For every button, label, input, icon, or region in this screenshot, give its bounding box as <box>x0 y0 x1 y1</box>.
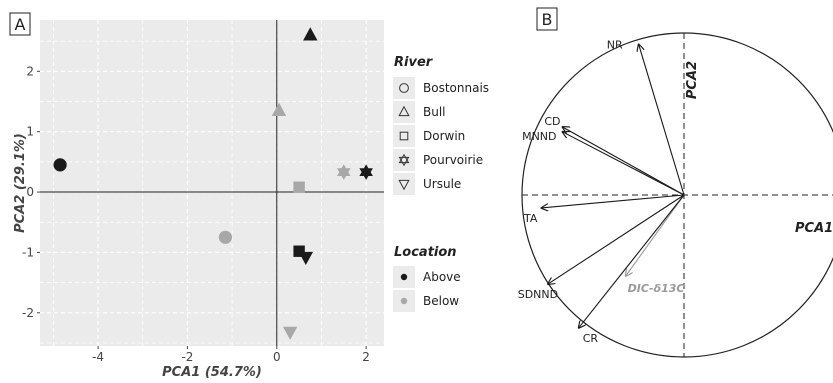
legend-location-label: Above <box>423 270 461 284</box>
x-axis-ticks: -4 -2 0 2 <box>92 346 370 364</box>
biplot-vectors: NR CD MNND TA SDNND DIC-δ13C CR <box>518 38 685 345</box>
biplot-y-axis-title: PCA2 <box>685 61 700 99</box>
vector-label: TA <box>523 212 538 225</box>
y-tick-label: -1 <box>22 245 34 259</box>
legend-river-label: Pourvoirie <box>423 153 483 167</box>
legend-key-bg <box>393 101 415 123</box>
zero-lines <box>40 20 384 346</box>
panel-a-tag: A <box>15 15 26 34</box>
y-tick-label: -2 <box>22 306 34 320</box>
vector-label: DIC-δ13C <box>628 282 685 295</box>
legend-key-below <box>400 297 408 305</box>
y-tick-label: 2 <box>26 64 34 78</box>
vector-cd <box>563 127 685 196</box>
vector-nr <box>639 44 685 196</box>
point-pourvoirie-above <box>359 164 373 180</box>
x-axis-title: PCA1 (54.7%) <box>162 365 262 380</box>
plot-background <box>40 20 384 346</box>
panel-a-tag-box <box>9 12 31 36</box>
point-dorwin-above <box>293 245 305 257</box>
y-axis-title: PCA2 (29.1%) <box>13 133 28 233</box>
vector-label: CD <box>544 115 560 128</box>
y-tick-label: 1 <box>26 125 34 139</box>
vector-label: SDNND <box>518 288 558 301</box>
x-tick-label: -2 <box>181 350 193 364</box>
point-ursule-above <box>298 251 314 266</box>
point-bull-below <box>271 102 287 116</box>
biplot-x-axis-title: PCA1 <box>795 221 833 236</box>
legend-key-bg <box>393 125 415 147</box>
legend-location-title: Location <box>394 245 457 260</box>
legend-river-label: Bull <box>423 105 446 119</box>
legend-location-items: Above Below <box>393 266 461 312</box>
vector-label: MNND <box>522 130 556 143</box>
legend-key-bg <box>393 149 415 171</box>
vector-mnnd <box>563 132 685 196</box>
point-bostonnais-below <box>218 230 233 244</box>
point-bostonnais-above <box>53 158 67 172</box>
x-tick-label: 2 <box>362 350 370 364</box>
x-tick-label: 0 <box>273 350 281 364</box>
point-ursule-below <box>282 326 298 340</box>
legend-key-bg <box>393 173 415 195</box>
legend-location-label: Below <box>423 294 459 308</box>
legend-river-label: Bostonnais <box>423 81 489 95</box>
point-pourvoirie-below <box>337 164 351 180</box>
legend-key-above <box>400 273 408 281</box>
scatter-points <box>53 27 373 340</box>
point-dorwin-below <box>293 181 305 193</box>
legend-key-bg <box>393 77 415 99</box>
legend-key-pourvoirie <box>398 153 410 167</box>
legend-river-label: Ursule <box>423 177 461 191</box>
vector-cr <box>579 194 685 328</box>
legend-river-label: Dorwin <box>423 129 465 143</box>
vector-sdnnd <box>548 194 685 284</box>
y-tick-label: 0 <box>26 185 34 199</box>
legend: River Bostonnais Bull Dorwin Pourvoirie Ursu… <box>393 55 489 312</box>
legend-river-title: River <box>394 55 434 70</box>
legend-key-bull <box>398 105 410 117</box>
legend-key-pourvoirie-part <box>398 153 410 164</box>
vector-label: NR <box>607 38 623 51</box>
point-pourvoirie-below-part <box>337 168 351 180</box>
legend-key-pourvoirie-part <box>398 156 410 167</box>
panel-a: A -2 -1 0 1 2 -4 -2 0 2 PCA1 (54.7%) PCA2 (29.1… <box>9 12 489 380</box>
legend-key-ursule <box>398 179 410 191</box>
vector-dic-13c <box>626 194 685 276</box>
legend-key-dorwin <box>399 131 409 141</box>
y-axis-ticks: -2 -1 0 1 2 <box>22 64 40 320</box>
legend-key-bostonnais <box>399 83 409 93</box>
legend-river-items: Bostonnais Bull Dorwin Pourvoirie Ursule <box>393 77 489 195</box>
panel-b: B NR CD MNND TA SDNND DIC-δ13C CR PCA2 PCA1 <box>518 7 833 358</box>
x-tick-label: -4 <box>92 350 104 364</box>
vector-label: CR <box>583 332 599 345</box>
panel-b-tag-box <box>536 7 558 31</box>
panel-b-tag: B <box>542 10 553 29</box>
vector-ta <box>541 194 685 208</box>
point-bull-above <box>303 27 318 41</box>
point-pourvoirie-above-part <box>359 168 373 180</box>
